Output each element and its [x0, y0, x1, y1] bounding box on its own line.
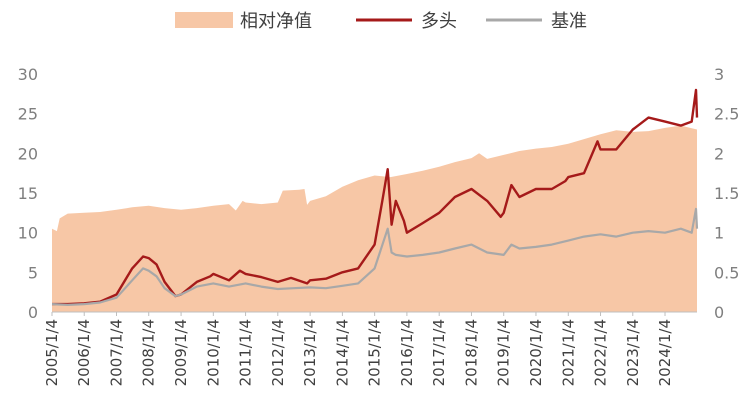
x-tick-label: 2006/1/4 — [75, 319, 93, 386]
x-tick-label: 2012/1/4 — [269, 319, 287, 386]
series-line-benchmark — [51, 207, 699, 306]
x-tick-label: 2020/1/4 — [527, 319, 545, 386]
y-left-tick-label: 20 — [18, 144, 38, 163]
x-tick-label: 2018/1/4 — [463, 319, 481, 386]
x-tick-label: 2022/1/4 — [592, 319, 610, 386]
x-tick-label: 2015/1/4 — [366, 319, 384, 386]
legend-item: 多头 — [356, 11, 457, 32]
y-right-tick-label: 1 — [714, 224, 724, 243]
x-tick-label: 2024/1/4 — [656, 319, 674, 386]
y-left-tick-label: 10 — [18, 224, 38, 243]
x-tick-label: 2009/1/4 — [172, 319, 190, 386]
x-tick-label: 2023/1/4 — [624, 319, 642, 386]
legend-item: 基准 — [486, 11, 587, 32]
y-left-tick-label: 30 — [18, 65, 38, 84]
y-right-tick-label: 3 — [714, 65, 724, 84]
legend-item: 相对净值 — [175, 11, 312, 32]
series-area-relative-nav — [52, 125, 697, 312]
y-left-tick-label: 5 — [28, 263, 38, 282]
y-right-tick-label: 0.5 — [714, 263, 739, 282]
y-left-tick-label: 25 — [18, 105, 38, 124]
y-right-tick-label: 2 — [714, 144, 724, 163]
area-layer — [52, 125, 697, 312]
y-left-tick-label: 15 — [18, 184, 38, 203]
legend: 相对净值 多头 基准 — [175, 11, 587, 32]
y-right-tick-label: 2.5 — [714, 105, 739, 124]
legend-label: 多头 — [421, 11, 457, 32]
y-left-tick-label: 0 — [28, 303, 38, 322]
x-tick-label: 2013/1/4 — [301, 319, 319, 386]
x-tick-label: 2019/1/4 — [495, 319, 513, 386]
axes: 2005/1/4 2006/1/4 2007/1/4 2008/1/4 2009/1/4… — [18, 65, 740, 386]
y-right-tick-label: 0 — [714, 303, 724, 322]
y-right-tick-label: 1.5 — [714, 184, 739, 203]
x-tick-label: 2005/1/4 — [43, 319, 61, 386]
plot-area — [51, 88, 699, 312]
x-tick-label: 2017/1/4 — [430, 319, 448, 386]
x-tick-label: 2014/1/4 — [333, 319, 351, 386]
legend-swatch-area — [175, 12, 233, 28]
x-tick-label: 2021/1/4 — [559, 319, 577, 386]
series-line-long — [52, 88, 699, 306]
x-tick-label: 2007/1/4 — [108, 319, 126, 386]
x-tick-label: 2011/1/4 — [237, 319, 255, 386]
x-tick-label: 2008/1/4 — [140, 319, 158, 386]
x-tick-label: 2010/1/4 — [204, 319, 222, 386]
legend-label: 相对净值 — [240, 11, 312, 32]
lines-layer — [51, 88, 699, 306]
legend-label: 基准 — [551, 11, 587, 32]
x-tick-label: 2016/1/4 — [398, 319, 416, 386]
